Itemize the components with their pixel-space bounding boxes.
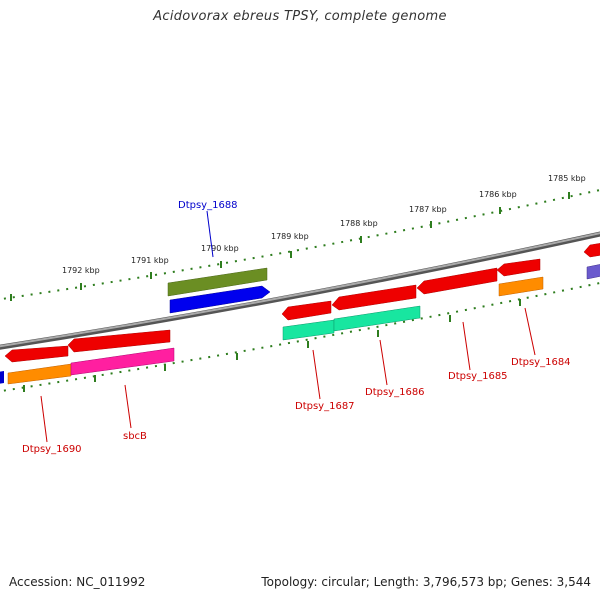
inner-scale-ring [0, 282, 600, 393]
gene-arrows-forward [4, 243, 600, 363]
genome-summary-text: Topology: circular; Length: 3,796,573 bp… [261, 575, 591, 589]
gene-arrow-dtpsy-1685-fwd [416, 267, 498, 295]
gene-arrow-dtpsy-1690-fwd [4, 345, 69, 363]
gene-arrow-dtpsy-1686-rev [333, 305, 421, 332]
gene-arrow-dtpsy-1684-rev [498, 276, 544, 297]
gene-label-dtpsy-1688: Dtpsy_1688 [178, 200, 238, 211]
kbp-label: 1792 kbp [62, 266, 100, 275]
gene-arrow-dtpsy-1687-rev [282, 319, 335, 341]
gene-label-dtpsy-1684: Dtpsy_1684 [511, 357, 571, 368]
gene-arrow-dtpsy-1684-fwd [496, 258, 541, 277]
gene-arrow-edge-fwd [583, 243, 600, 258]
gene-arrow-edge-left [0, 371, 4, 384]
outer-scale-ring [0, 189, 600, 301]
gene-arrow-sbcb-fwd [67, 329, 171, 353]
kbp-label: 1789 kbp [271, 232, 309, 241]
gene-arrow-dtpsy-1688 [169, 285, 271, 314]
label-leaders [40, 210, 536, 443]
gene-arrow-dtpsy-1687-fwd [281, 300, 332, 321]
outer-major-ticks [10, 192, 570, 301]
gene-label-dtpsy-1687: Dtpsy_1687 [295, 401, 355, 412]
gene-arrow-edge-rev [586, 264, 600, 280]
inner-major-ticks [23, 299, 521, 392]
kbp-label: 1788 kbp [340, 219, 378, 228]
gene-label-dtpsy-1690: Dtpsy_1690 [22, 444, 82, 455]
kbp-label: 1786 kbp [479, 190, 517, 199]
accession-text: Accession: NC_011992 [9, 575, 146, 589]
gene-arrows-reverse [0, 264, 600, 385]
gene-label-dtpsy-1685: Dtpsy_1685 [448, 371, 508, 382]
genome-title: Acidovorax ebreus TPSY, complete genome [153, 9, 447, 24]
gene-arrow-dtpsy-1690-rev [7, 363, 72, 385]
gene-arrow-dtpsy-1688-olive [167, 267, 268, 297]
genome-backbone-highlight [0, 232, 600, 348]
gene-arrow-dtpsy-1686-fwd [331, 284, 417, 311]
kbp-label: 1790 kbp [201, 244, 239, 253]
gene-label-dtpsy-1686: Dtpsy_1686 [365, 387, 425, 398]
gene-label-sbcb: sbcB [123, 431, 147, 442]
kbp-label: 1785 kbp [548, 174, 586, 183]
gene-arrow-sbcb-rev [70, 347, 175, 376]
kbp-label: 1791 kbp [131, 256, 169, 265]
kbp-label: 1787 kbp [409, 205, 447, 214]
